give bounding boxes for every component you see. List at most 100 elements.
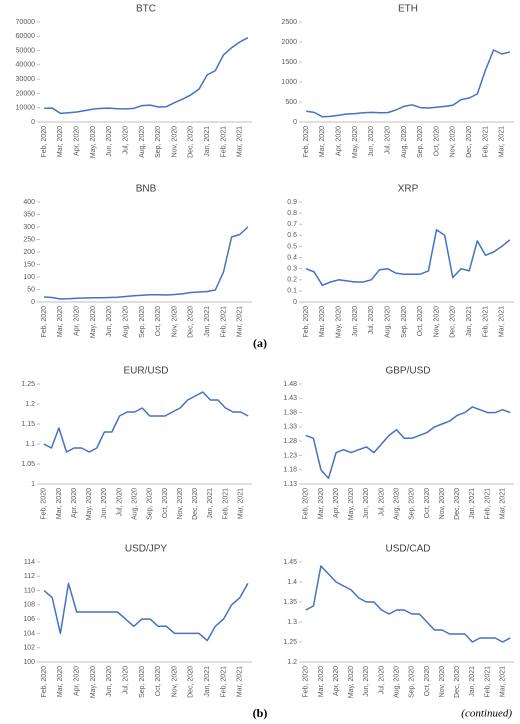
chart-title: USD/CAD xyxy=(385,544,430,555)
x-tick-label: May, 2020 xyxy=(90,306,97,338)
y-tick-label: 1.3 xyxy=(287,619,297,626)
series-line xyxy=(43,582,249,642)
y-tick-label: 350 xyxy=(23,211,35,218)
y-tick-label: 60000 xyxy=(16,33,36,40)
x-tick-label: Aug, 2020 xyxy=(384,306,391,338)
x-tick-label: Aug, 2020 xyxy=(393,488,400,520)
x-tick-label: Mar, 2021 xyxy=(237,306,244,337)
x-tick-label: Feb, 2021 xyxy=(220,126,227,158)
x-tick-label: Nov, 2020 xyxy=(171,306,178,337)
x-tick-label: Sep, 2020 xyxy=(155,126,162,158)
x-tick-label: Nov, 2020 xyxy=(171,126,178,157)
x-tick-label: Mar, 2020 xyxy=(56,488,63,519)
chart-title: EUR/USD xyxy=(123,366,168,377)
x-tick-label: Mar, 2020 xyxy=(319,126,326,157)
y-tick-label: 1.2 xyxy=(25,401,35,408)
x-tick-label: Jun, 2020 xyxy=(101,488,108,519)
y-tick-label: 102 xyxy=(23,645,35,652)
x-tick-label: Oct, 2020 xyxy=(155,306,162,336)
x-tick-label: Oct, 2020 xyxy=(424,488,431,518)
x-tick-label: May, 2020 xyxy=(90,126,97,158)
x-tick-label: Apr, 2020 xyxy=(333,666,340,696)
x-tick-label: Nov, 2020 xyxy=(177,488,184,519)
x-tick-label: Jun, 2020 xyxy=(106,306,113,337)
x-tick-label: Jul, 2020 xyxy=(122,126,129,155)
y-tick-label: 104 xyxy=(23,630,35,637)
y-tick-label: 2000 xyxy=(281,39,297,46)
y-tick-label: 0.4 xyxy=(287,254,297,261)
y-tick-label: 2500 xyxy=(281,19,297,26)
y-tick-label: 200 xyxy=(23,249,35,256)
x-tick-label: Mar, 2020 xyxy=(318,488,325,519)
x-tick-label: Aug, 2020 xyxy=(401,126,408,158)
x-tick-label: Dec, 2020 xyxy=(454,666,461,698)
y-tick-label: 500 xyxy=(285,99,297,106)
y-tick-label: 1.1 xyxy=(25,441,35,448)
x-tick-label: Feb, 2020 xyxy=(41,488,48,520)
x-tick-label: May, 2020 xyxy=(352,126,359,158)
x-tick-label: Jan, 2021 xyxy=(469,666,476,697)
x-tick-label: Apr, 2020 xyxy=(74,126,81,156)
series-line xyxy=(305,229,511,287)
x-tick-label: Mar, 2020 xyxy=(57,666,64,697)
y-tick-label: 40000 xyxy=(16,62,36,69)
x-tick-label: Feb, 2020 xyxy=(303,488,310,520)
x-tick-label: Mar, 2021 xyxy=(499,306,506,337)
panel-label: (b) xyxy=(253,706,268,720)
x-tick-label: May, 2020 xyxy=(90,666,97,698)
x-tick-label: Jul, 2020 xyxy=(378,488,385,517)
y-tick-label: 0.9 xyxy=(287,199,297,206)
chart-title: XRP xyxy=(398,184,419,195)
y-tick-label: 1.15 xyxy=(21,421,35,428)
x-tick-label: Nov, 2020 xyxy=(439,488,446,519)
y-tick-label: 20000 xyxy=(16,90,36,97)
x-tick-label: Aug, 2020 xyxy=(122,306,129,338)
y-tick-label: 1.18 xyxy=(283,467,297,474)
series-line xyxy=(305,565,511,643)
series-line xyxy=(44,37,249,115)
x-tick-label: Dec, 2020 xyxy=(192,488,199,520)
series-line xyxy=(305,49,511,118)
x-tick-label: Dec, 2020 xyxy=(450,306,457,338)
x-tick-label: Dec, 2020 xyxy=(188,666,195,698)
y-tick-label: 0.2 xyxy=(287,277,297,284)
x-tick-label: Mar, 2020 xyxy=(57,126,64,157)
x-tick-label: Dec, 2020 xyxy=(454,488,461,520)
y-tick-label: 0.6 xyxy=(287,232,297,239)
x-tick-label: Sep, 2020 xyxy=(417,126,424,158)
x-tick-label: Feb, 2020 xyxy=(303,126,310,158)
y-tick-label: 0 xyxy=(31,299,35,306)
x-tick-label: Mar, 2021 xyxy=(499,126,506,157)
x-tick-label: Sep, 2020 xyxy=(139,666,146,698)
y-tick-label: 0.8 xyxy=(287,210,297,217)
x-tick-label: Sep, 2020 xyxy=(409,666,416,698)
x-tick-label: Oct, 2020 xyxy=(155,666,162,696)
y-tick-label: 1500 xyxy=(281,59,297,66)
y-tick-label: 100 xyxy=(23,274,35,281)
x-tick-label: Jan, 2021 xyxy=(469,488,476,519)
x-tick-label: Jul, 2020 xyxy=(116,488,123,517)
y-tick-label: 0 xyxy=(293,119,297,126)
y-tick-label: 1.13 xyxy=(283,481,297,488)
chart-title: ETH xyxy=(398,4,418,15)
x-tick-label: Aug, 2020 xyxy=(139,126,146,158)
x-tick-label: Feb, 2021 xyxy=(222,488,229,520)
x-tick-label: Feb, 2020 xyxy=(303,666,310,698)
x-tick-label: May, 2020 xyxy=(348,488,355,520)
x-tick-label: Feb, 2020 xyxy=(41,306,48,338)
y-tick-label: 0.1 xyxy=(287,288,297,295)
x-tick-label: Feb, 2020 xyxy=(41,126,48,158)
y-tick-label: 70000 xyxy=(16,19,36,26)
x-tick-label: Apr, 2020 xyxy=(74,306,81,336)
x-tick-label: Jan, 2021 xyxy=(207,488,214,519)
x-tick-label: Jul, 2020 xyxy=(378,666,385,695)
x-tick-label: Sep, 2020 xyxy=(401,306,408,338)
y-tick-label: 108 xyxy=(23,602,35,609)
x-tick-label: Mar, 2021 xyxy=(237,488,244,519)
y-tick-label: 0.3 xyxy=(287,266,297,273)
y-tick-label: 1.4 xyxy=(287,579,297,586)
chart-title: BTC xyxy=(136,4,156,15)
y-tick-label: 110 xyxy=(24,587,35,594)
x-tick-label: Feb, 2021 xyxy=(484,666,491,698)
